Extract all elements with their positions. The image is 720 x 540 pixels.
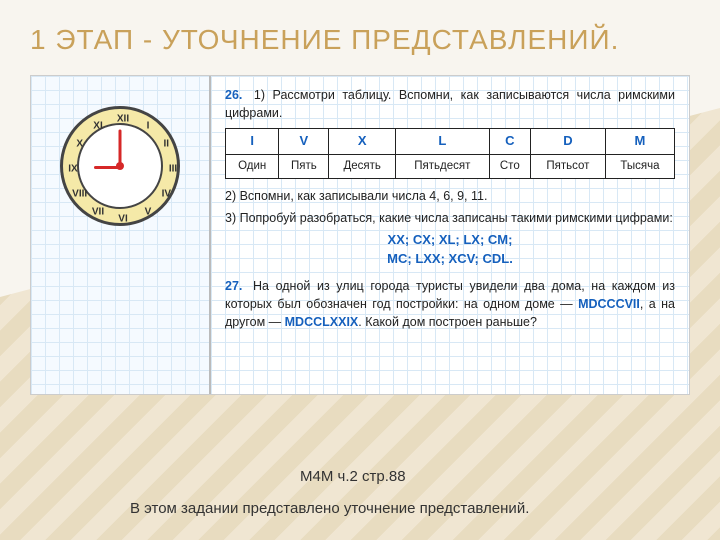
task-27: 27. На одной из улиц города туристы увид…	[225, 277, 675, 331]
clock-numeral: IX	[68, 164, 77, 175]
roman-name-cell: Сто	[489, 155, 530, 179]
task-26-p3: 3) Попробуй разобраться, какие числа зап…	[225, 209, 675, 227]
roman-name-cell: Десять	[329, 155, 396, 179]
page-title: 1 ЭТАП - УТОЧНЕНИЕ ПРЕДСТАВЛЕНИЙ.	[30, 22, 690, 57]
roman-name-cell: Пять	[279, 155, 329, 179]
roman-year-2: MDCCLXXIX	[285, 315, 359, 329]
roman-header-cell: I	[226, 129, 279, 155]
task-26-p2: 2) Вспомни, как записывали числа 4, 6, 9…	[225, 187, 675, 205]
left-page: XIIIIIIIIIVVVIVIIVIIIIXXXI	[31, 76, 211, 394]
roman-examples: XX; CX; XL; LX; CM; MC; LXX; XCV; CDL.	[225, 231, 675, 269]
clock-numeral: X	[76, 139, 83, 150]
clock-numeral: VII	[92, 207, 104, 218]
roman-name-cell: Пятьдесят	[396, 155, 490, 179]
clock-numeral: II	[164, 139, 170, 150]
clock: XIIIIIIIIIVVVIVIIVIIIIXXXI	[60, 106, 180, 226]
description-caption: В этом задании представлено уточнение пр…	[130, 500, 529, 518]
clock-numeral: IV	[162, 189, 171, 200]
clock-numeral: I	[147, 120, 150, 131]
roman-header-cell: L	[396, 129, 490, 155]
roman-name-cell: Тысяча	[605, 155, 674, 179]
roman-header-cell: X	[329, 129, 396, 155]
source-caption: М4М ч.2 стр.88	[300, 468, 406, 486]
roman-header-cell: M	[605, 129, 674, 155]
clock-numeral: XII	[117, 114, 129, 125]
roman-numerals-table: IVXLCDM ОдинПятьДесятьПятьдесятСтоПятьсо…	[225, 128, 675, 179]
roman-year-1: MDCCCVII	[578, 297, 640, 311]
clock-numeral: III	[169, 164, 177, 175]
textbook-scan: XIIIIIIIIIVVVIVIIVIIIIXXXI 26. 1) Рассмо…	[30, 75, 690, 395]
clock-center	[116, 162, 124, 170]
task-27-number: 27.	[225, 279, 242, 293]
roman-name-cell: Один	[226, 155, 279, 179]
roman-header-cell: V	[279, 129, 329, 155]
roman-header-cell: C	[489, 129, 530, 155]
clock-numeral: XI	[93, 120, 102, 131]
clock-numeral: V	[145, 207, 152, 218]
roman-name-cell: Пятьсот	[531, 155, 606, 179]
clock-numeral: VIII	[72, 189, 87, 200]
task-26-number: 26.	[225, 88, 242, 102]
clock-numeral: VI	[118, 214, 127, 225]
roman-header-cell: D	[531, 129, 606, 155]
right-page: 26. 1) Рассмотри таблицу. Вспомни, как з…	[211, 76, 689, 394]
task-26-p1: 26. 1) Рассмотри таблицу. Вспомни, как з…	[225, 86, 675, 122]
